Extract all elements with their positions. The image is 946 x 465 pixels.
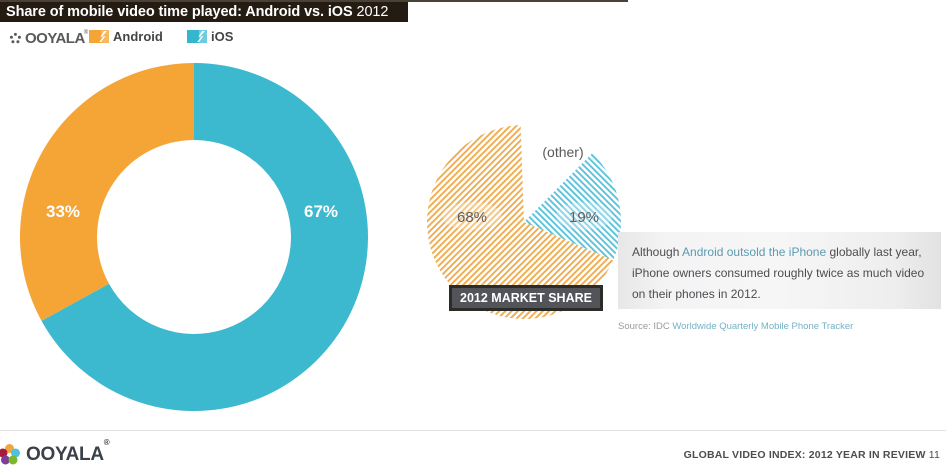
- svg-text:(other): (other): [542, 144, 583, 160]
- svg-text:68%: 68%: [457, 209, 487, 226]
- svg-text:19%: 19%: [569, 209, 599, 226]
